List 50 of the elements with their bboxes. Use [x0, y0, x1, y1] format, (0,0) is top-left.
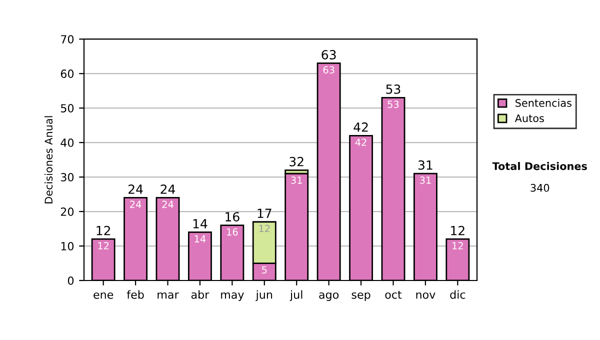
data-label: 24 — [162, 200, 174, 208]
total-label: 63 — [322, 50, 336, 60]
y-tick-label: 60 — [60, 70, 74, 78]
total-label: 24 — [128, 184, 143, 194]
x-tick-label: mar — [158, 292, 179, 299]
text: 340 — [530, 184, 550, 192]
total-label: 53 — [386, 84, 400, 94]
data-label: 53 — [388, 100, 399, 108]
data-label: 31 — [420, 176, 431, 184]
y-tick-label: 20 — [60, 208, 74, 216]
y-tick-label: 30 — [60, 173, 74, 182]
y-tick-label: 0 — [68, 276, 74, 285]
data-label: 24 — [130, 200, 142, 208]
data-label: 5 — [262, 266, 267, 274]
total-label: 42 — [354, 122, 368, 132]
text: Total Decisiones — [492, 162, 587, 170]
total-label: 14 — [193, 219, 208, 228]
data-label: 31 — [291, 176, 302, 184]
total-label: 24 — [160, 184, 176, 194]
data-label: 12 — [259, 224, 270, 232]
data-label: 16 — [227, 228, 238, 236]
x-tick-label: dic — [450, 290, 466, 299]
data-label: 12 — [452, 242, 463, 250]
y-tick-label: 70 — [61, 35, 74, 44]
x-tick-label: nov — [416, 292, 436, 299]
y-tick-label: 10 — [61, 242, 74, 250]
x-tick-label: jun — [256, 290, 272, 301]
x-tick-label: feb — [126, 290, 144, 299]
data-label: 14 — [194, 235, 206, 242]
data-label: 42 — [355, 138, 366, 146]
total-label: 17 — [258, 208, 272, 218]
x-tick-label: oct — [385, 290, 402, 299]
x-tick-label: may — [221, 292, 244, 301]
y-tick-label: 50 — [60, 104, 74, 112]
total-label: 31 — [418, 160, 432, 170]
x-tick-label: ene — [94, 292, 114, 299]
data-label: 63 — [323, 66, 334, 74]
y-tick-label: 40 — [60, 138, 74, 147]
total-label: 12 — [96, 226, 110, 236]
y-axis-title: Decisiones Anual — [44, 116, 53, 204]
data-label: 12 — [98, 242, 109, 250]
x-tick-label: jul — [290, 290, 302, 301]
legend-label: Autos — [514, 114, 544, 122]
x-tick-label: sep — [352, 292, 370, 301]
total-label: 12 — [451, 226, 464, 236]
legend-label: Sentencias — [516, 98, 572, 107]
total-label: 16 — [226, 212, 240, 222]
x-tick-label: ago — [319, 292, 339, 301]
x-tick-label: abr — [191, 290, 210, 299]
total-label: 32 — [290, 156, 304, 166]
